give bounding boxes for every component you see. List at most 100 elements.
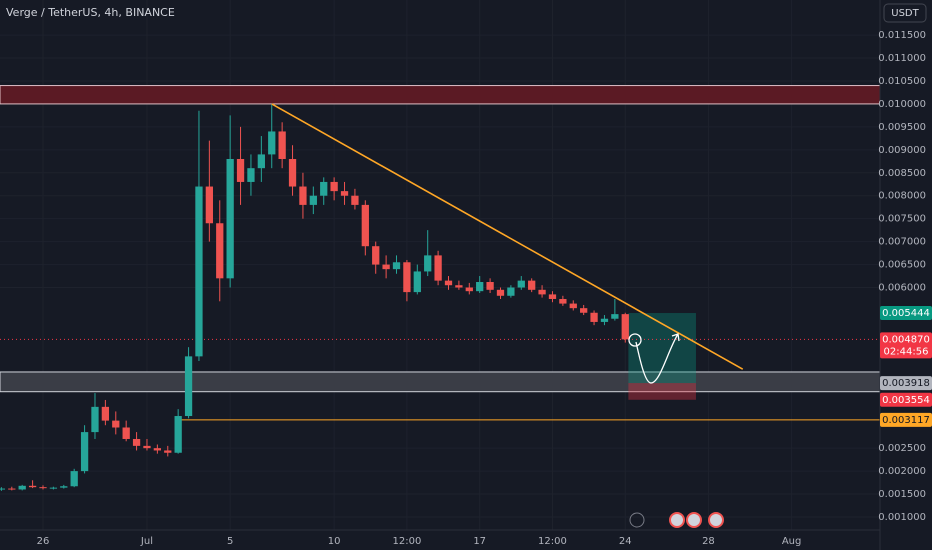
x-tick-label: Jul bbox=[140, 536, 153, 547]
candle-body bbox=[611, 314, 619, 319]
event-icons[interactable] bbox=[629, 512, 724, 528]
resistance-zone bbox=[0, 85, 881, 105]
x-tick-label: 26 bbox=[37, 536, 50, 547]
price-badge-label: 0.003918 bbox=[882, 378, 930, 389]
candle-body bbox=[132, 438, 141, 446]
price-badge-label: 0.003554 bbox=[882, 395, 930, 406]
y-tick-label: 0.002000 bbox=[878, 466, 926, 477]
candle-body bbox=[528, 280, 536, 290]
support-zone bbox=[0, 371, 881, 393]
candle-body bbox=[101, 406, 110, 421]
candle-body bbox=[590, 312, 598, 322]
candle-body bbox=[517, 280, 525, 288]
y-tick-label: 0.006500 bbox=[878, 260, 926, 271]
candle-body bbox=[49, 487, 58, 489]
candle-body bbox=[465, 287, 473, 292]
y-tick-label: 0.007500 bbox=[878, 214, 926, 225]
x-tick-label: Aug bbox=[782, 536, 802, 547]
candle-body bbox=[0, 488, 6, 490]
currency-label[interactable]: USDT bbox=[891, 8, 919, 19]
marker-circle bbox=[628, 333, 642, 347]
y-tick-label: 0.006000 bbox=[878, 283, 926, 294]
plot-area bbox=[0, 85, 881, 491]
x-tick-label: 5 bbox=[227, 536, 233, 547]
price-badge bbox=[880, 412, 932, 427]
candle-body bbox=[600, 318, 609, 322]
candle-body bbox=[70, 471, 78, 487]
icon[interactable] bbox=[669, 512, 685, 528]
candle-body bbox=[216, 223, 224, 279]
candle-body bbox=[392, 262, 401, 270]
candle-body bbox=[80, 432, 89, 472]
price-badge bbox=[880, 392, 932, 407]
candle-body bbox=[559, 298, 567, 304]
candle-body bbox=[621, 314, 629, 340]
candle-body bbox=[434, 255, 442, 281]
icon[interactable] bbox=[708, 512, 724, 528]
price-badge bbox=[880, 376, 932, 391]
candle-body bbox=[205, 186, 213, 224]
y-tick-label: 0.010500 bbox=[878, 76, 926, 87]
price-badge-label: 0.003117 bbox=[882, 415, 930, 426]
trendline bbox=[271, 103, 744, 370]
candle-body bbox=[580, 308, 588, 313]
candle-body bbox=[455, 285, 463, 288]
price-badge bbox=[880, 332, 932, 359]
y-tick-label: 0.002500 bbox=[878, 443, 926, 454]
price-badge bbox=[880, 306, 932, 321]
candle-body bbox=[309, 195, 317, 205]
price-badge-label: 0.005444 bbox=[882, 308, 930, 319]
y-tick-label: 0.009000 bbox=[878, 145, 926, 156]
candle-body bbox=[39, 487, 47, 489]
currency-button[interactable] bbox=[883, 3, 927, 23]
candle-body bbox=[195, 186, 203, 357]
candle-body bbox=[569, 303, 577, 309]
candle-body bbox=[320, 181, 328, 196]
candle-body bbox=[60, 486, 68, 488]
candle-body bbox=[548, 294, 557, 299]
candle-body bbox=[299, 186, 307, 205]
x-tick-label: 17 bbox=[473, 536, 486, 547]
candle-body bbox=[164, 450, 172, 453]
candle-body bbox=[496, 289, 505, 296]
candle-body bbox=[122, 427, 130, 439]
candle-body bbox=[268, 131, 276, 155]
candle-body bbox=[91, 406, 99, 433]
candle-body bbox=[226, 158, 234, 279]
x-tick-label: 10 bbox=[328, 536, 341, 547]
x-tick-label: 28 bbox=[702, 536, 715, 547]
candle-body bbox=[174, 416, 182, 453]
candle-body bbox=[403, 262, 411, 293]
y-tick-label: 0.001500 bbox=[878, 489, 926, 500]
candle-body bbox=[112, 420, 120, 428]
y-tick-label: 0.001000 bbox=[878, 512, 926, 523]
icon[interactable] bbox=[686, 512, 702, 528]
icon[interactable] bbox=[629, 512, 645, 528]
candle-body bbox=[330, 181, 338, 192]
candle-body bbox=[153, 448, 162, 451]
projection-arrow bbox=[635, 333, 680, 384]
y-tick-label: 0.011000 bbox=[878, 53, 926, 64]
candle-body bbox=[372, 246, 380, 265]
candle-body bbox=[288, 158, 297, 187]
y-tick-label: 0.011500 bbox=[878, 30, 926, 41]
stop-zone bbox=[628, 383, 696, 400]
candle-body bbox=[486, 282, 494, 290]
x-tick-label: 12:00 bbox=[538, 536, 567, 547]
candle-body bbox=[257, 154, 265, 169]
y-tick-label: 0.008000 bbox=[878, 191, 926, 202]
candle-body bbox=[424, 255, 432, 272]
candle-body bbox=[507, 287, 515, 296]
candle-body bbox=[413, 271, 421, 293]
candle-body bbox=[28, 485, 37, 488]
candle-body bbox=[351, 195, 359, 205]
x-tick-label: 24 bbox=[619, 536, 632, 547]
price-badge-label: 0.004870 bbox=[882, 334, 930, 345]
candle-body bbox=[143, 445, 151, 449]
candle-body bbox=[247, 168, 255, 182]
candle-body bbox=[8, 488, 16, 490]
y-tick-label: 0.010000 bbox=[878, 99, 926, 110]
candle-body bbox=[278, 131, 286, 159]
